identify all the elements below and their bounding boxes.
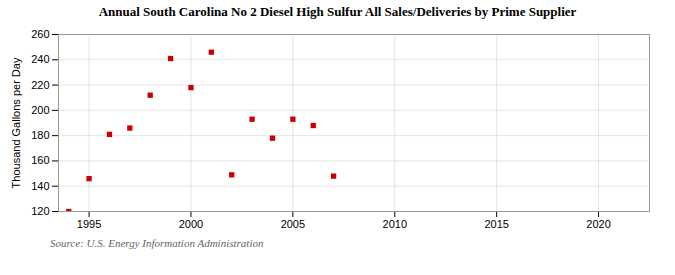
svg-text:2010: 2010	[383, 218, 407, 230]
svg-text:120: 120	[31, 205, 49, 217]
html-text:Annual South Carolina No 2 Die: Annual South Carolina No 2 Diesel High S…	[98, 4, 577, 19]
svg-text:2000: 2000	[179, 218, 203, 230]
svg-text:2015: 2015	[484, 218, 508, 230]
svg-text:220: 220	[31, 79, 49, 91]
svg-text:2020: 2020	[586, 218, 610, 230]
svg-text:2005: 2005	[281, 218, 305, 230]
svg-text:140: 140	[31, 180, 49, 192]
svg-text:200: 200	[31, 104, 49, 116]
svg-text:180: 180	[31, 129, 49, 141]
svg-text:Thousand Gallons per Day: Thousand Gallons per Day	[10, 57, 22, 188]
html-text:Source: U.S. Energy Informatio: Source: U.S. Energy Information Administ…	[50, 237, 264, 249]
svg-text:240: 240	[31, 53, 49, 65]
svg-text:1995: 1995	[77, 218, 101, 230]
svg-text:160: 160	[31, 154, 49, 166]
svg-text:260: 260	[31, 28, 49, 40]
